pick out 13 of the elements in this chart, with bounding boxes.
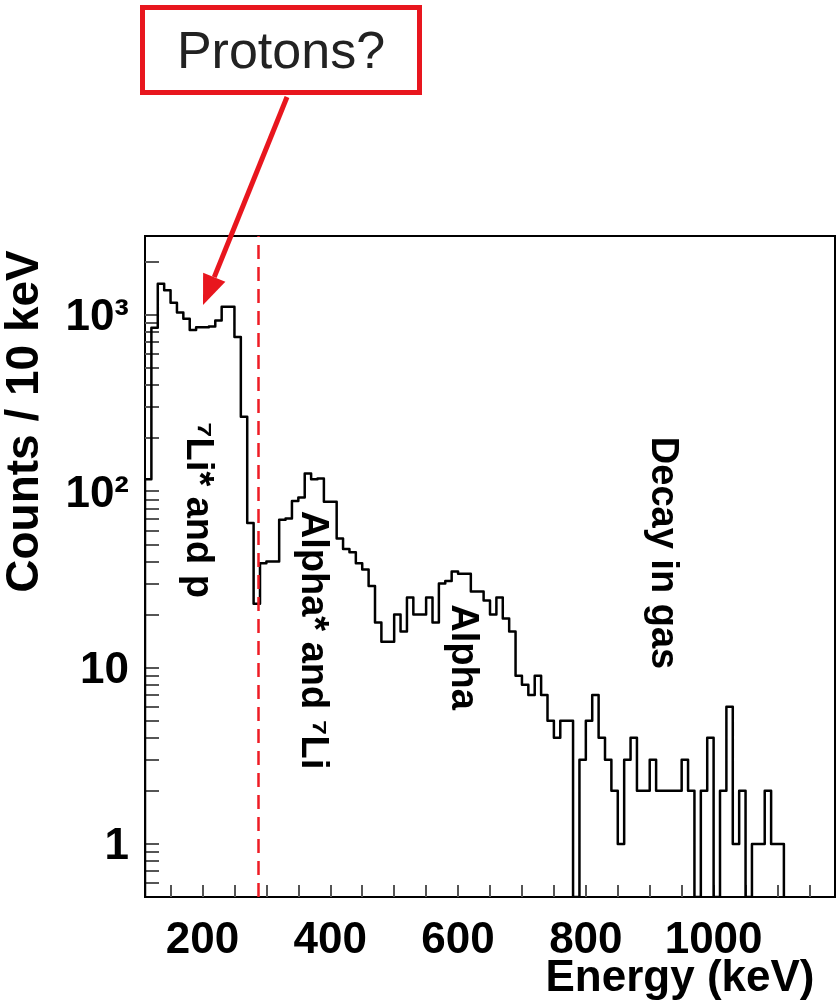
y-axis-title: Counts / 10 keV [0,249,48,593]
y-tick-label: 10 [80,643,129,693]
annotation: Alpha [444,604,486,711]
annotation: Decay in gas [644,436,686,670]
callout-box: Protons? [140,5,422,95]
y-tick-label: 1 [104,819,129,869]
x-tick-label: 400 [293,912,367,962]
annotation: Alpha* and ⁷Li [294,510,336,770]
y-tick-label: 10³ [65,290,129,340]
x-tick-label: 600 [421,912,495,962]
annotation: ⁷Li* and p [179,421,221,599]
y-tick-label: 10² [65,466,129,516]
x-tick-label: 200 [165,912,240,962]
